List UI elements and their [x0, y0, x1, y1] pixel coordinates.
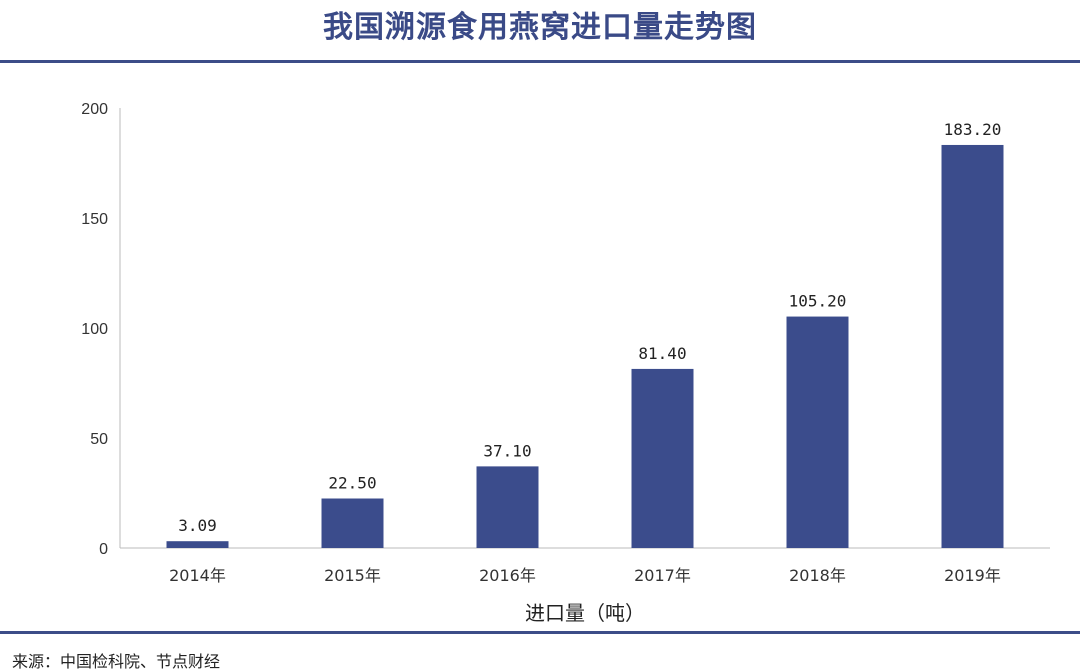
x-tick-label: 2015年 — [324, 566, 381, 585]
chart-title: 我国溯源食用燕窝进口量走势图 — [323, 10, 757, 45]
source-note: 来源：中国检科院、节点财经 — [12, 652, 221, 671]
y-tick-label: 50 — [90, 431, 108, 448]
y-tick-label: 150 — [81, 211, 108, 228]
bar — [476, 466, 539, 548]
data-label: 22.50 — [328, 474, 376, 493]
data-label: 37.10 — [483, 441, 531, 460]
bar — [786, 316, 849, 548]
data-label: 81.40 — [638, 344, 686, 363]
top-divider — [0, 60, 1080, 63]
x-tick-label: 2016年 — [479, 566, 536, 585]
bottom-divider — [0, 631, 1080, 634]
y-tick-label: 200 — [81, 101, 108, 118]
x-tick-label: 2019年 — [944, 566, 1001, 585]
x-axis-title: 进口量（吨） — [525, 601, 645, 625]
data-label: 105.20 — [789, 292, 847, 311]
y-tick-label: 100 — [81, 321, 108, 338]
y-tick-label: 0 — [99, 541, 108, 558]
bar — [321, 498, 384, 548]
bar — [941, 144, 1004, 548]
bar — [166, 541, 229, 548]
data-label: 183.20 — [944, 120, 1002, 139]
x-tick-label: 2014年 — [169, 566, 226, 585]
data-label: 3.09 — [178, 516, 217, 535]
x-tick-label: 2017年 — [634, 566, 691, 585]
bar — [631, 368, 694, 548]
x-tick-label: 2018年 — [789, 566, 846, 585]
